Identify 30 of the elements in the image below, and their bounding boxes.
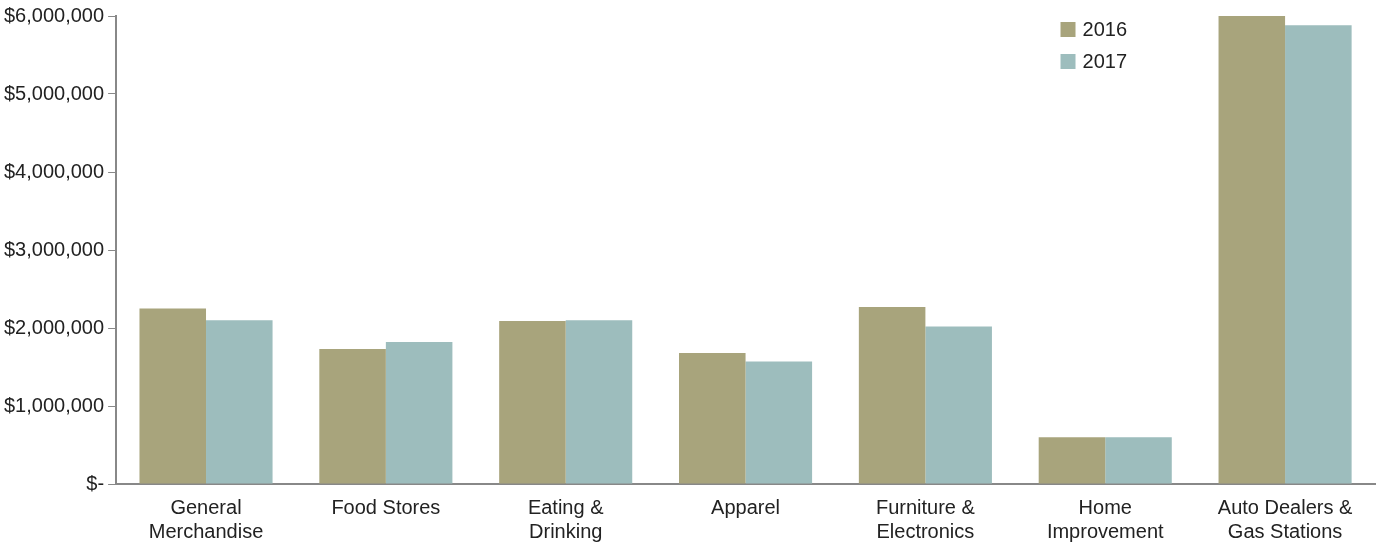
bar — [679, 352, 746, 484]
bar — [745, 361, 813, 484]
bar — [925, 326, 992, 484]
bar — [1038, 437, 1106, 484]
bar — [1285, 25, 1352, 484]
legend-label: 2016 — [1082, 17, 1128, 40]
bar — [206, 320, 273, 484]
bar — [858, 306, 926, 484]
bar — [499, 320, 566, 484]
y-tick-label: $- — [86, 471, 105, 494]
y-tick-label: $1,000,000 — [3, 393, 105, 416]
x-tick-label: Food Stores — [331, 495, 441, 518]
legend-label: 2017 — [1082, 49, 1128, 72]
bar — [319, 349, 386, 484]
x-tick-label: Apparel — [711, 495, 781, 518]
x-tick-label: General Merchandise — [148, 495, 264, 542]
y-tick-label: $5,000,000 — [3, 81, 105, 104]
bar — [139, 308, 207, 484]
y-tick-label: $3,000,000 — [3, 237, 105, 260]
x-tick-label: Eating & Drinking — [527, 495, 605, 542]
bar — [565, 320, 633, 484]
y-tick-label: $6,000,000 — [3, 3, 105, 26]
bar — [1105, 437, 1172, 484]
y-tick-label: $2,000,000 — [3, 315, 105, 338]
x-tick-label: Home Improvement — [1046, 495, 1165, 542]
x-tick-label: Furniture & Electronics — [875, 495, 976, 542]
y-tick-label: $4,000,000 — [3, 159, 105, 182]
bar — [385, 342, 453, 484]
x-tick-label: Auto Dealers & Gas Stations — [1217, 495, 1353, 542]
bar — [1218, 16, 1286, 484]
